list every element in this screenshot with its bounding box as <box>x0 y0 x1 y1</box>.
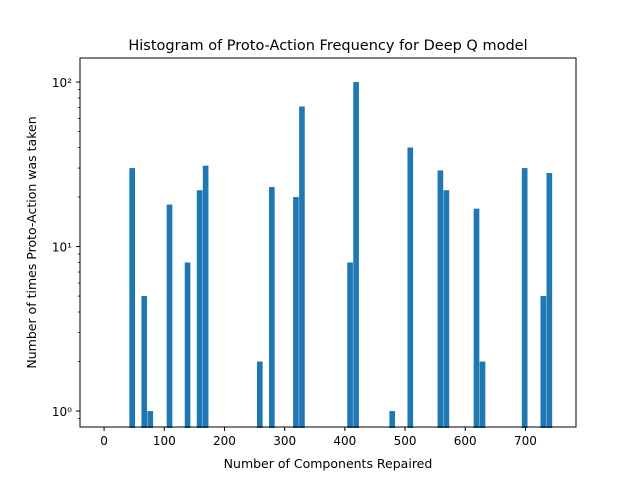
y-tick-label: 10¹ <box>52 241 72 255</box>
histogram-bar <box>147 411 154 428</box>
histogram-bar <box>540 296 547 428</box>
x-tick-label: 700 <box>514 434 537 448</box>
chart-title: Histogram of Proto-Action Frequency for … <box>128 38 527 54</box>
histogram-bar <box>202 165 209 428</box>
histogram-bar <box>473 208 480 428</box>
x-tick-label: 200 <box>213 434 236 448</box>
histogram-bar <box>196 190 203 428</box>
histogram-bar <box>407 147 414 428</box>
histogram-bar <box>437 170 444 429</box>
x-axis-ticks: 0 100 200 300 400 500 600 700 <box>100 427 537 448</box>
histogram-bar <box>166 204 173 428</box>
histogram-bar <box>299 106 305 428</box>
x-axis-label: Number of Components Repaired <box>224 456 433 471</box>
y-axis-ticks: 10⁰ 10¹ 10² <box>52 76 80 419</box>
histogram-bar <box>129 168 136 428</box>
x-tick-label: 100 <box>153 434 176 448</box>
y-tick-label: 10² <box>52 76 72 90</box>
y-axis-label: Number of times Proto-Action was taken <box>24 116 39 368</box>
y-tick-label: 10⁰ <box>52 405 72 419</box>
histogram-bar <box>293 197 299 428</box>
histogram-bar <box>521 168 528 428</box>
histogram-bar <box>269 187 275 428</box>
histogram-bar <box>389 411 396 428</box>
histogram-bar <box>141 296 148 428</box>
histogram-bar <box>347 262 353 428</box>
histogram-bar <box>256 361 263 428</box>
histogram-bar <box>184 262 191 428</box>
x-tick-label: 500 <box>394 434 417 448</box>
x-tick-label: 400 <box>333 434 356 448</box>
x-tick-label: 0 <box>100 434 108 448</box>
plot-frame <box>79 57 577 428</box>
x-tick-label: 300 <box>273 434 296 448</box>
histogram-bar <box>546 172 553 428</box>
bars-group <box>129 82 553 429</box>
histogram-bar <box>353 82 359 428</box>
histogram-bar <box>479 361 486 428</box>
histogram-bar <box>443 190 450 428</box>
x-tick-label: 600 <box>454 434 477 448</box>
